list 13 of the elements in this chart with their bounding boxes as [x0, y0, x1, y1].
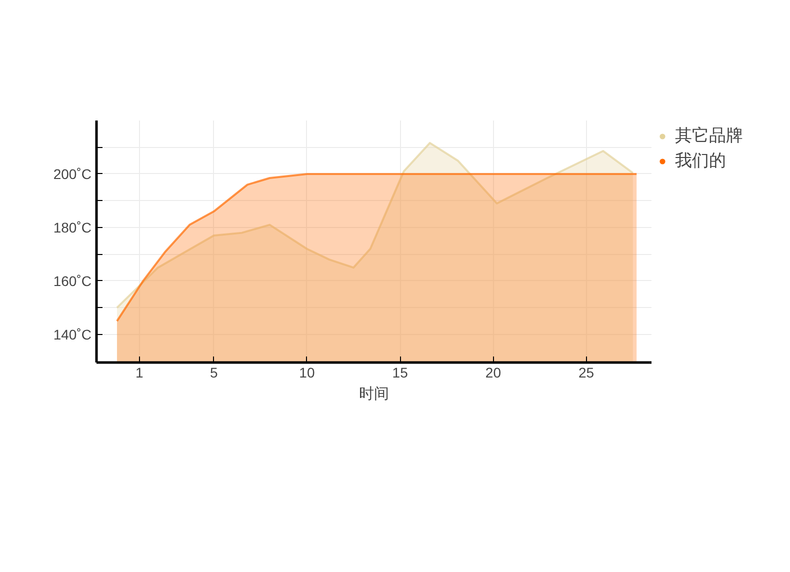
x-tick-label: 15: [392, 364, 408, 380]
y-tick-label: 180˚C: [53, 219, 92, 236]
legend-label: 我们的: [675, 150, 726, 172]
y-tick-label: 140˚C: [53, 326, 92, 342]
legend-label: 其它品牌: [675, 125, 743, 147]
x-tick-label: 10: [299, 364, 315, 380]
x-tick-label: 25: [578, 364, 594, 380]
y-tick-label: 200˚C: [53, 166, 92, 182]
y-tick-label: 160˚C: [53, 272, 92, 289]
x-tick-label: 20: [485, 364, 502, 380]
x-axis-title: 时间: [359, 386, 389, 402]
x-tick-label: 5: [210, 364, 218, 380]
x-tick-label: 1: [135, 364, 144, 380]
